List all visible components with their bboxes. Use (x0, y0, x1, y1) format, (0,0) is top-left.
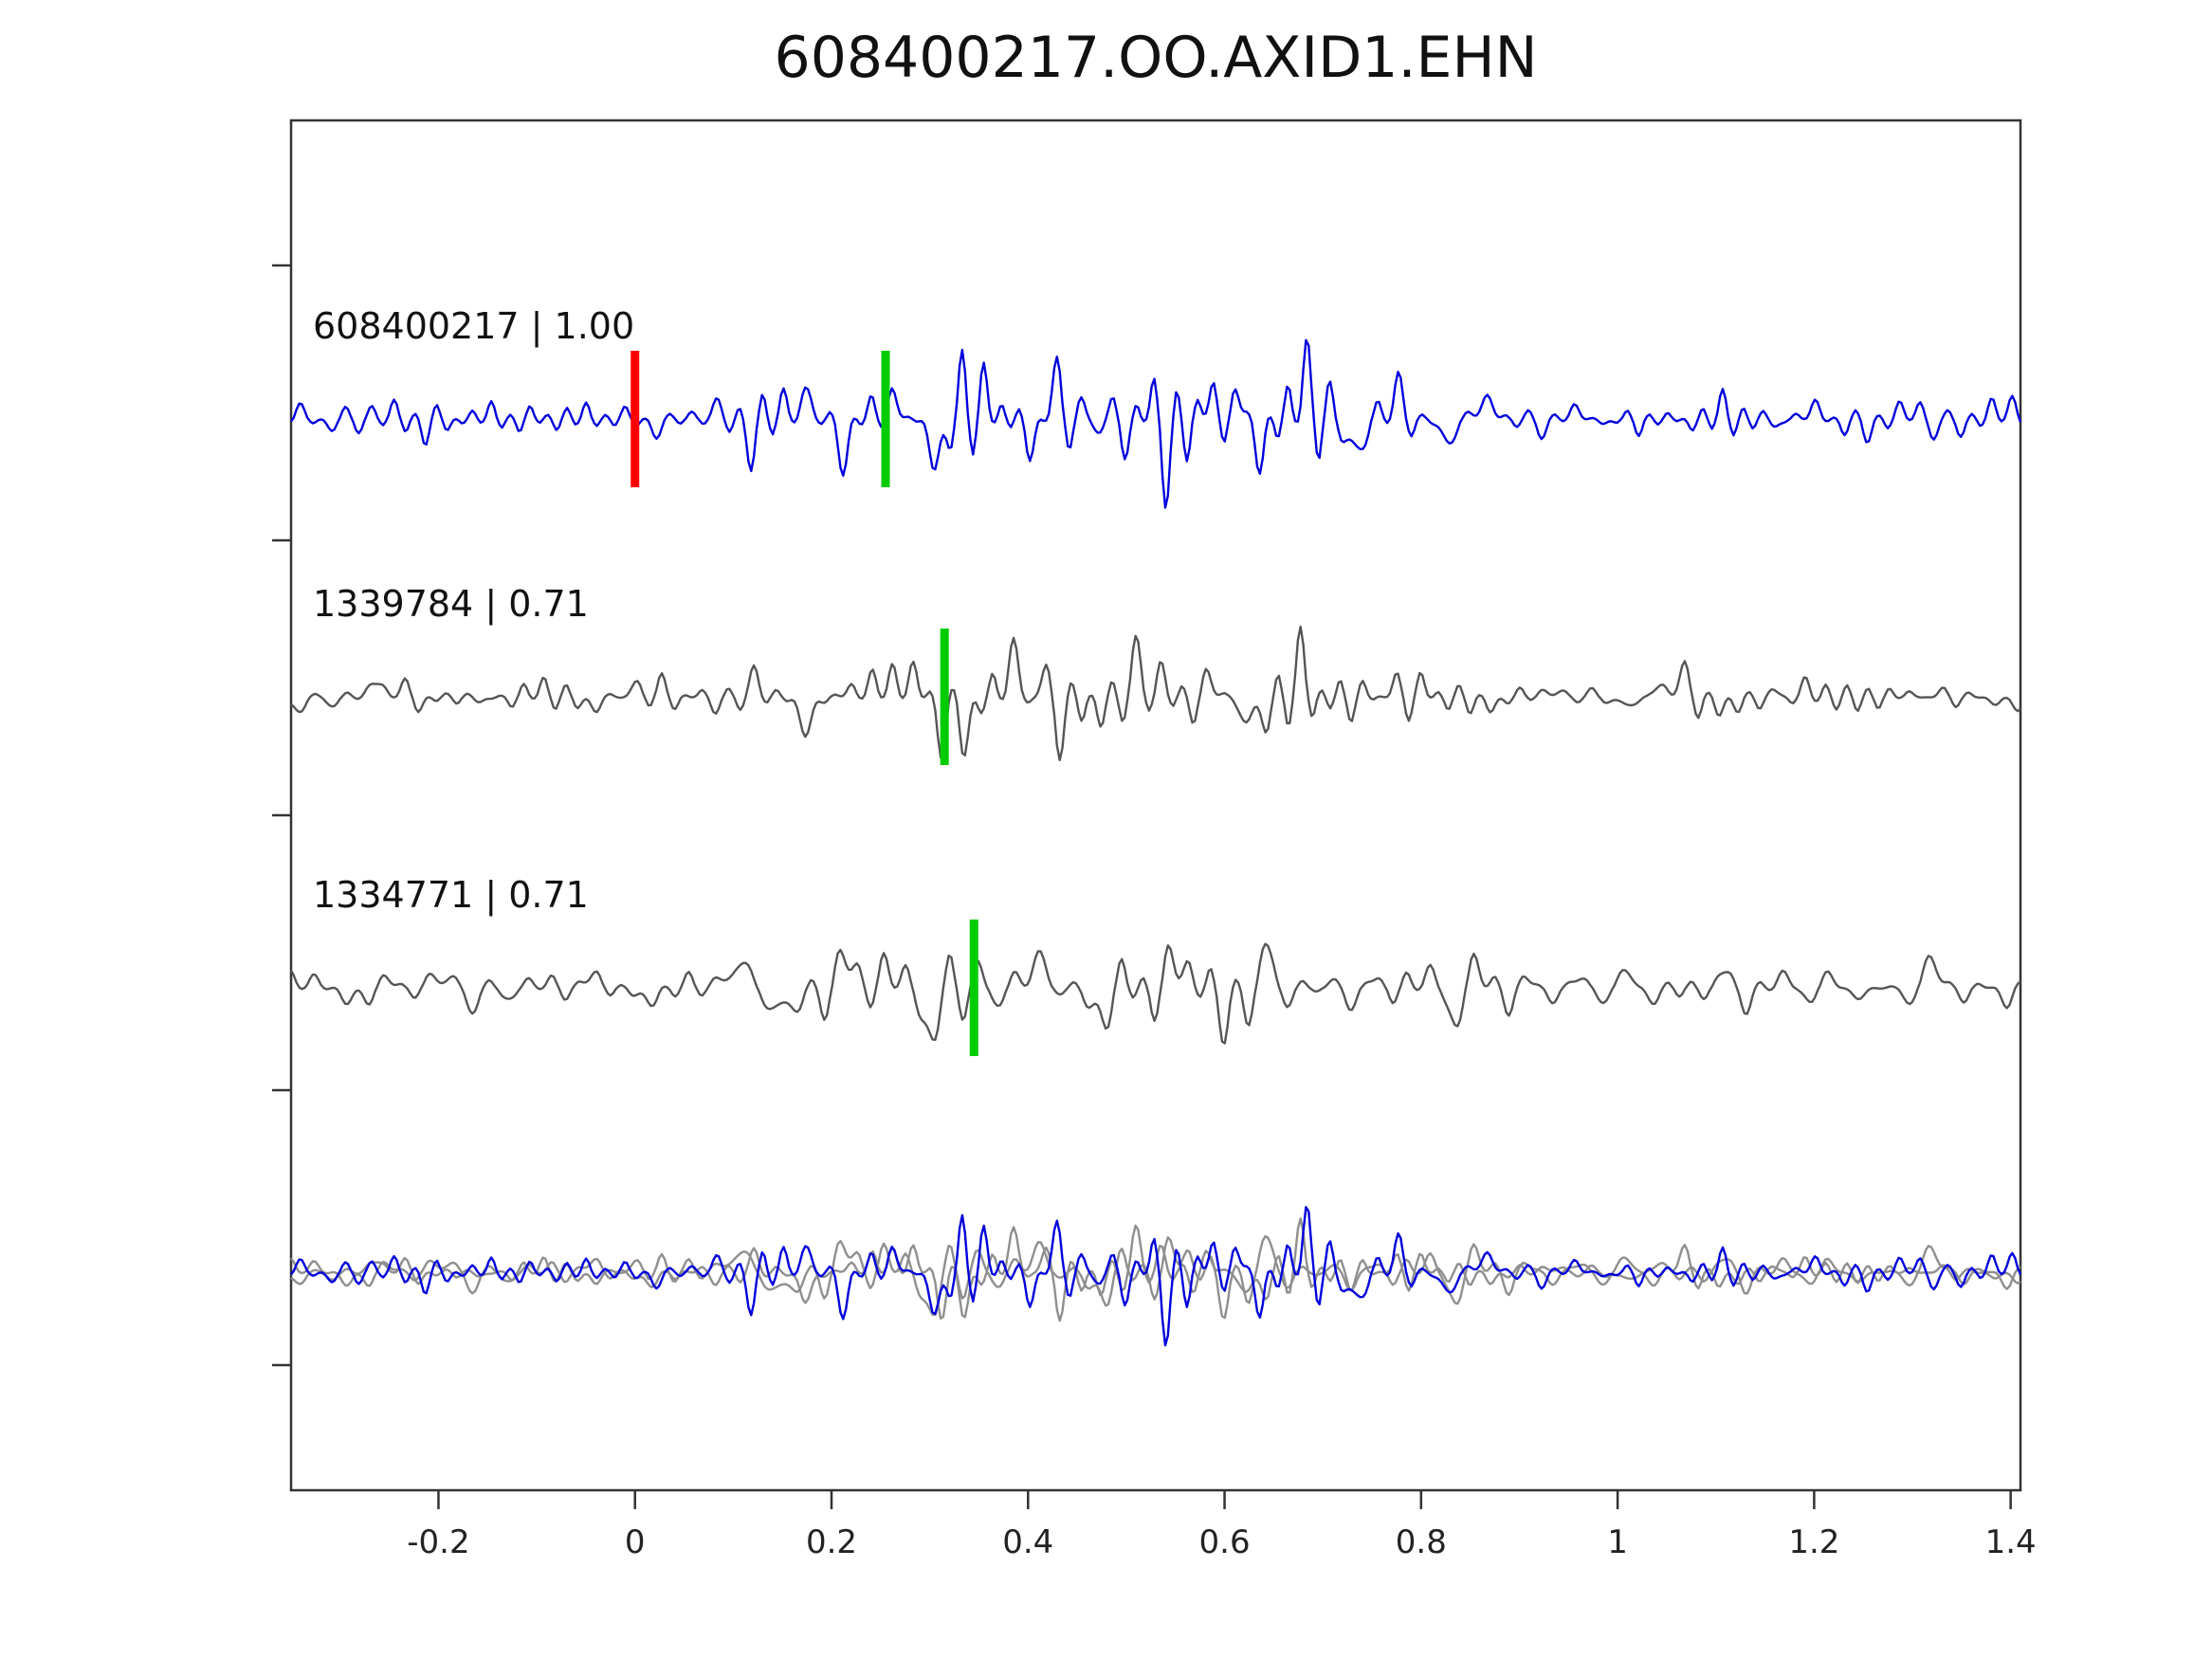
x-tick-label: 0.2 (806, 1523, 857, 1561)
x-tick-label: 1.2 (1788, 1523, 1839, 1561)
plot-border (289, 118, 2022, 1492)
trace-608400217 (290, 338, 2022, 509)
overlay-trace-1 (290, 1234, 2021, 1320)
x-tick-label: 0 (625, 1523, 646, 1561)
x-tick-label: 0.4 (1002, 1523, 1053, 1561)
chart-title: 608400217.OO.AXID1.EHN (774, 25, 1538, 91)
trace-label-1334771: 1334771 | 0.71 (313, 874, 589, 917)
x-tick-label: 1 (1607, 1523, 1628, 1561)
trace-1334771 (289, 942, 2021, 1045)
trace-1339784 (290, 625, 2021, 761)
trace-label-1339784: 1339784 | 0.71 (313, 583, 589, 626)
x-tick-label: -0.2 (407, 1523, 469, 1561)
overlay-trace-0 (290, 1217, 2021, 1322)
x-tick-label: 0.8 (1396, 1523, 1447, 1561)
x-tick-label: 0.6 (1199, 1523, 1251, 1561)
x-tick-label: 1.4 (1985, 1523, 2037, 1561)
overlay-trace-2 (290, 1206, 2022, 1347)
trace-label-608400217: 608400217 | 1.00 (313, 305, 634, 348)
